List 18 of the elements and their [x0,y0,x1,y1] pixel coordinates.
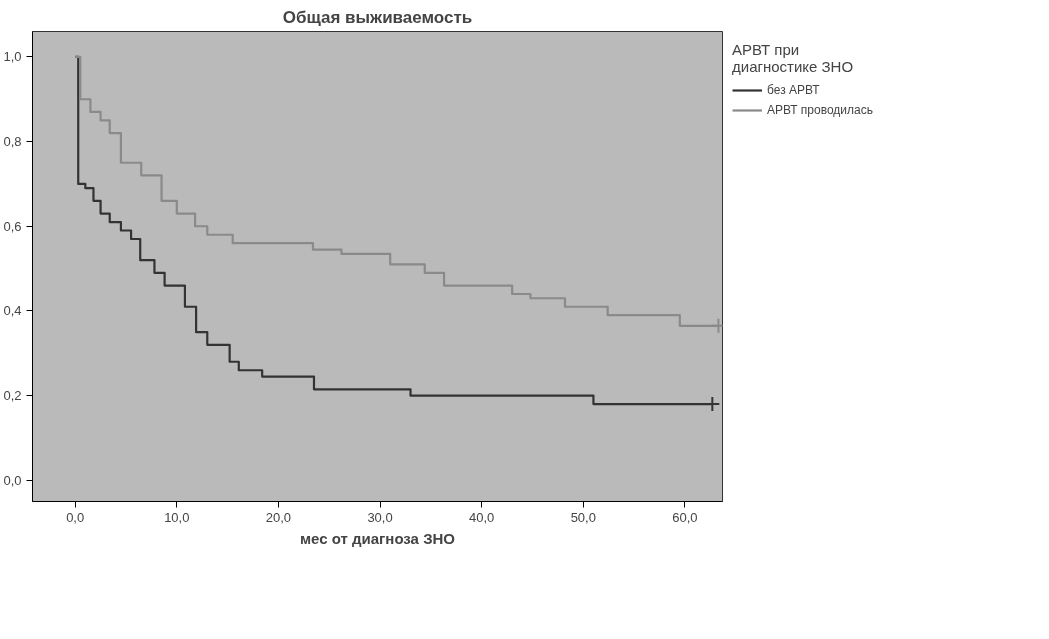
legend-label: АРВТ проводилась [767,103,874,117]
x-axis-title: мес от диагноза ЗНО [299,529,456,547]
legend-label: без АРВТ [767,83,820,97]
y-tick-label: 0,6 [3,218,22,234]
y-tick-label: 0,0 [3,472,22,488]
chart-title: Общая выживаемость [282,7,473,27]
x-tick-label: 20,0 [265,509,292,525]
y-tick-label: 0,4 [3,303,22,319]
x-tick-label: 60,0 [672,509,698,525]
y-tick-label: 1,0 [3,49,22,65]
x-tick-label: 50,0 [570,509,596,525]
x-tick-label: 40,0 [469,509,495,525]
y-tick-label: 0,8 [3,134,22,150]
y-tick-label: 0,2 [3,388,22,404]
x-tick-label: 30,0 [367,509,393,525]
x-tick-label: 10,0 [164,509,190,525]
legend-title: АРВТ при диагностике ЗНО [732,41,855,75]
x-tick-label: 0,0 [66,509,85,525]
